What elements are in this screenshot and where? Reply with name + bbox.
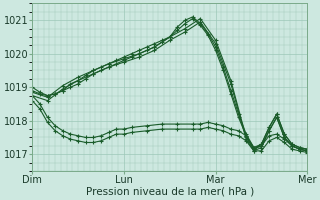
X-axis label: Pression niveau de la mer( hPa ): Pression niveau de la mer( hPa ) bbox=[86, 187, 254, 197]
